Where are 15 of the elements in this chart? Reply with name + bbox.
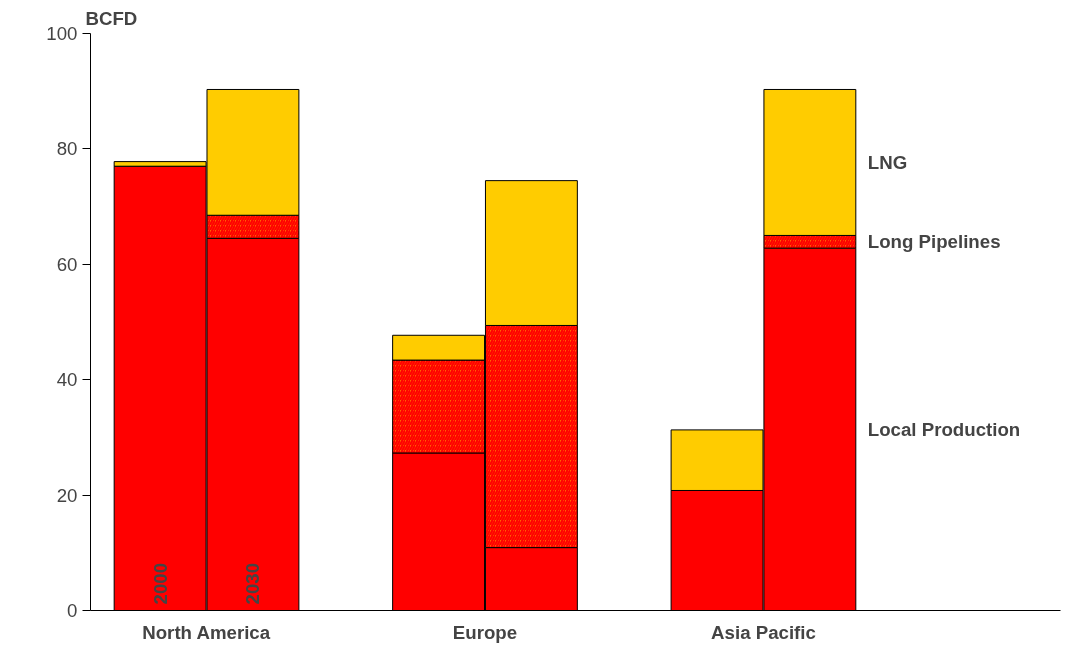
text: North America: [142, 621, 271, 643]
series-label: Local Production: [867, 418, 1021, 440]
y-tick-label: 100: [46, 23, 78, 44]
y-tick-label: 60: [56, 253, 78, 275]
y-tick-label: 40: [56, 369, 78, 391]
series-label: Long Pipelines: [867, 231, 1001, 253]
series-label: LNG: [867, 151, 908, 173]
annotation: 2000: [149, 562, 171, 605]
text: Europe: [452, 621, 518, 643]
y-tick-label: 0: [67, 600, 78, 621]
y-tick-label: 80: [56, 138, 78, 160]
y-axis-title: BCFD: [85, 7, 138, 29]
annotation: 2030: [242, 562, 264, 605]
text: Asia Pacific: [711, 621, 816, 643]
y-tick-label: 20: [56, 484, 78, 506]
